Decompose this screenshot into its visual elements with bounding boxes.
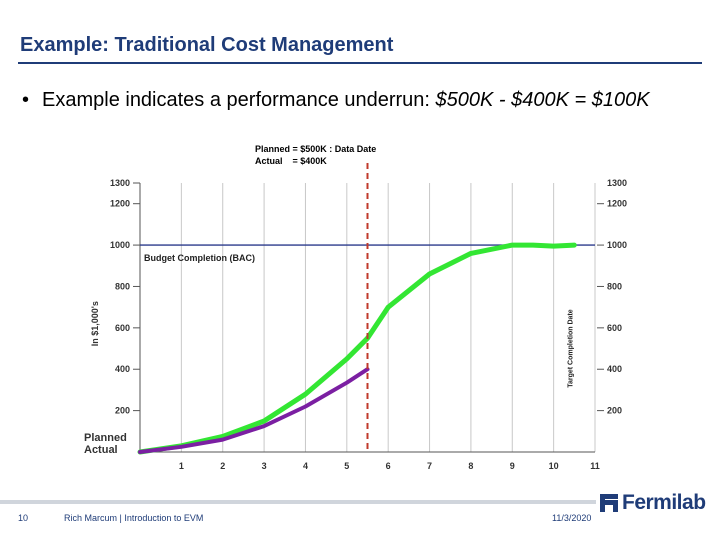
y-tick-label-left: 800 [115,281,130,291]
y-tick-label-left: 1300 [110,178,130,188]
footer-divider [0,500,596,504]
series-layer [137,163,595,455]
bac-label: Budget Completion (BAC) [144,253,255,263]
slide-title: Example: Traditional Cost Management [20,34,394,56]
title-divider [18,62,702,64]
y-tick-label-left: 1200 [110,199,130,209]
y-tick-label-right: 200 [607,406,622,416]
y-tick-label-right: 1300 [607,178,627,188]
bullet-text: Example indicates a performance underrun… [42,86,714,114]
cost-chart: Planned = $500K : Data Date Actual = $40… [84,144,627,471]
annotation-line-planned: Planned = $500K : Data Date [255,144,376,154]
x-tick-label: 6 [386,461,391,471]
chart-labels: 200 400 600 800 1000 1200 1300 200 400 600 800 1000… [84,178,627,471]
x-tick-label: 1 [179,461,184,471]
axes [133,182,604,453]
bullet-expression: $500K - $400K = $100K [435,89,650,111]
annotation-line-actual: Actual = $400K [255,156,327,166]
bullet-dot-icon: • [22,89,30,111]
x-tick-label: 10 [549,461,559,471]
y-tick-label-left: 600 [115,323,130,333]
y-tick-label-left: 200 [115,406,130,416]
x-tick-label: 9 [510,461,515,471]
page-number: 10 [18,513,29,523]
actual-series-line [138,367,370,454]
planned-series-line [137,242,577,455]
y-tick-label-left: 400 [115,364,130,374]
logo-wordmark: Fermilab [622,491,706,514]
target-completion-label: Target Completion Date [567,309,574,388]
y-tick-label-right: 400 [607,364,622,374]
y-tick-label-right: 1000 [607,240,627,250]
bullet-lead: Example indicates a performance underrun… [42,89,436,111]
x-tick-label: 5 [344,461,349,471]
y-tick-label-right: 800 [607,281,622,291]
y-tick-label-right: 600 [607,323,622,333]
footer-date: 11/3/2020 [552,513,592,523]
x-tick-label: 3 [262,461,267,471]
x-tick-label: 2 [220,461,225,471]
x-tick-label: 8 [468,461,473,471]
fermilab-logo: Fermilab [600,491,706,515]
y-axis-title: In $1,000's [90,301,100,346]
footer-author: Rich Marcum | Introduction to EVM [64,513,204,523]
series-label-planned: Planned [84,432,127,444]
x-tick-label: 7 [427,461,432,471]
x-tick-label: 4 [303,461,308,471]
fermilab-logo-icon [600,494,618,512]
x-tick-label: 11 [590,461,600,471]
series-label-actual: Actual [84,444,118,456]
y-tick-label-left: 1000 [110,240,130,250]
y-tick-label-right: 1200 [607,199,627,209]
